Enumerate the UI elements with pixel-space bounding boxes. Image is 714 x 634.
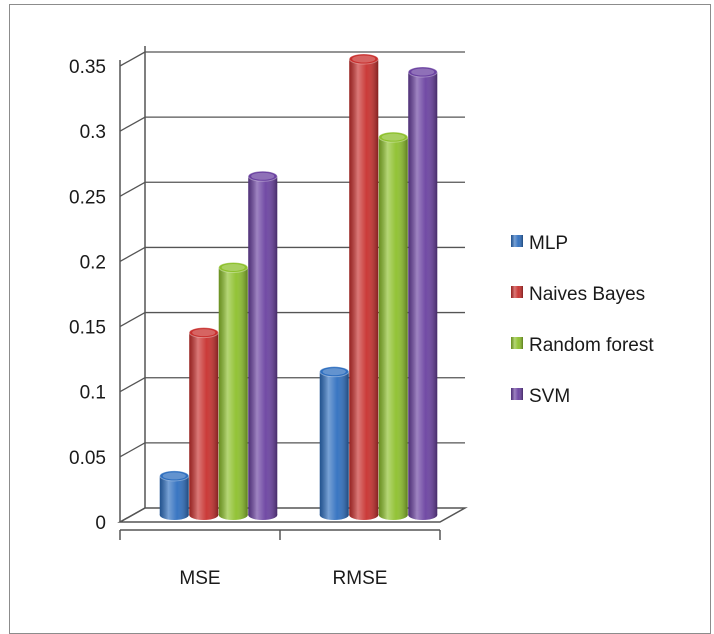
bar-mlp-mse — [159, 470, 190, 520]
gridline-side — [119, 116, 146, 132]
bar-mlp-rmse — [319, 366, 350, 520]
legend-swatch-shading — [511, 388, 523, 400]
bar-top-highlight — [251, 172, 275, 180]
bar-shading — [319, 371, 349, 515]
legend-swatch-shading — [511, 235, 523, 247]
y-tick-label: 0.2 — [80, 252, 106, 273]
gridline-side — [119, 246, 146, 262]
y-tick-label: 0.35 — [69, 57, 106, 78]
bar-naives-bayes-rmse — [348, 53, 379, 520]
bar-top — [319, 366, 350, 378]
bar-svm-rmse — [407, 66, 438, 520]
bar-top — [218, 261, 249, 273]
legend-label: MLP — [529, 233, 568, 254]
bar-base-shading — [189, 510, 219, 520]
y-axis-tick-labels: 0 0.05 0.1 0.15 0.2 0.25 0.3 0.35 — [69, 57, 106, 534]
bar-top-highlight — [221, 263, 245, 271]
bar-top — [247, 170, 278, 182]
legend-swatch-shading — [511, 286, 523, 298]
x-category-label: MSE — [179, 568, 220, 589]
gridline-side — [119, 507, 146, 523]
bar-shading — [378, 137, 408, 515]
bar-base-shading — [378, 510, 408, 520]
y-tick-label: 0.3 — [80, 122, 106, 143]
y-tick-label: 0.25 — [69, 187, 106, 208]
bar-base-shading — [349, 510, 379, 520]
bar-shading — [408, 72, 438, 516]
bar-top-highlight — [192, 329, 216, 337]
bar-base-shading — [319, 510, 349, 520]
legend: MLP Naives Bayes Random forest SVM — [511, 233, 654, 407]
gridline-side — [119, 312, 146, 328]
bar-shading — [248, 176, 278, 515]
bar-top — [348, 53, 379, 65]
bar-base-shading — [218, 510, 248, 520]
legend-item-svm: SVM — [511, 386, 570, 407]
bar-top — [378, 131, 409, 143]
bar-shading — [189, 332, 219, 515]
legend-item-random-forest: Random forest — [511, 335, 654, 356]
legend-label: SVM — [529, 386, 570, 407]
bar-top-highlight — [162, 472, 186, 480]
bar-top — [407, 66, 438, 78]
gridline-side — [119, 51, 146, 67]
bar-top-highlight — [381, 133, 405, 141]
gridline-side — [119, 181, 146, 197]
x-category-label: RMSE — [333, 568, 388, 589]
bar-random-forest-rmse — [378, 131, 409, 520]
bar-shading — [218, 267, 248, 515]
bar-top-highlight — [352, 55, 376, 63]
y-tick-label: 0.05 — [69, 448, 106, 469]
bar-top — [159, 470, 190, 482]
bar-svm-mse — [247, 170, 278, 520]
bar-base-shading — [159, 510, 189, 520]
bars — [159, 53, 438, 520]
bar-random-forest-mse — [218, 261, 249, 520]
y-tick-label: 0.1 — [80, 383, 106, 404]
bar-top-highlight — [411, 68, 435, 76]
bar-shading — [159, 475, 189, 515]
legend-item-mlp: MLP — [511, 233, 568, 254]
gridline-side — [119, 377, 146, 393]
bar-top-highlight — [322, 368, 346, 376]
legend-item-naives-bayes: Naives Bayes — [511, 284, 645, 305]
y-tick-label: 0 — [95, 513, 106, 534]
legend-label: Naives Bayes — [529, 284, 645, 305]
legend-swatch-shading — [511, 337, 523, 349]
x-axis-category-labels: MSE RMSE — [119, 529, 441, 589]
bar-top — [188, 327, 219, 339]
bar-base-shading — [248, 510, 278, 520]
gridline-side — [119, 442, 146, 458]
y-tick-label: 0.15 — [69, 318, 106, 339]
bar-shading — [349, 59, 379, 515]
legend-label: Random forest — [529, 335, 654, 356]
bar-naives-bayes-mse — [188, 327, 219, 520]
bar-base-shading — [408, 510, 438, 520]
